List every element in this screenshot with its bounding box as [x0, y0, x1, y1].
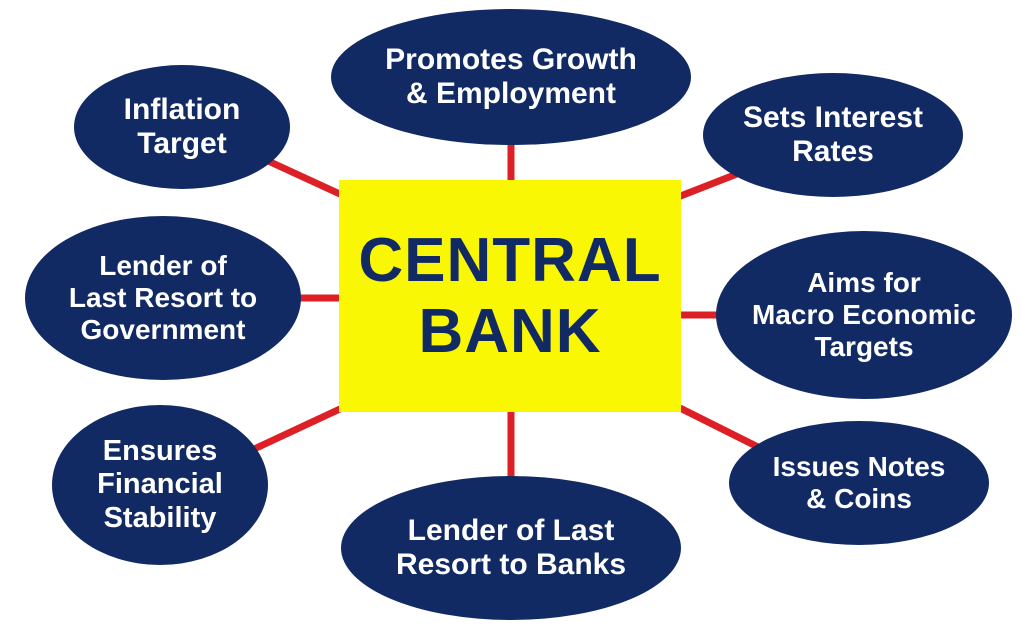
node-inflation-target-line1: Target: [137, 127, 226, 162]
connector-financial-stability: [252, 408, 342, 450]
node-lender-government-line2: Government: [81, 314, 246, 346]
node-financial-stability-line1: Financial: [97, 468, 223, 501]
node-issues-notes: Issues Notes& Coins: [729, 421, 989, 545]
node-lender-banks: Lender of LastResort to Banks: [341, 476, 681, 620]
node-financial-stability-line2: Stability: [104, 502, 217, 535]
node-promotes-growth: Promotes Growth& Employment: [331, 9, 691, 145]
connector-inflation-target: [266, 160, 342, 195]
center-line2: BANK: [418, 296, 601, 367]
node-lender-banks-line1: Resort to Banks: [396, 548, 626, 583]
node-macro-targets-line0: Aims for: [807, 267, 921, 299]
node-sets-interest-line1: Rates: [792, 135, 874, 170]
node-sets-interest-line0: Sets Interest: [743, 101, 923, 136]
node-lender-government: Lender ofLast Resort toGovernment: [25, 216, 301, 380]
node-macro-targets-line2: Targets: [814, 331, 913, 363]
node-issues-notes-line0: Issues Notes: [773, 451, 946, 483]
node-lender-government-line0: Lender of: [99, 250, 227, 282]
node-financial-stability: EnsuresFinancialStability: [52, 405, 268, 565]
node-promotes-growth-line1: & Employment: [406, 77, 616, 112]
connector-issues-notes: [680, 408, 760, 448]
node-lender-government-line1: Last Resort to: [69, 282, 257, 314]
node-financial-stability-line0: Ensures: [103, 435, 217, 468]
center-box: CENTRAL BANK: [339, 180, 681, 412]
node-sets-interest: Sets InterestRates: [703, 73, 963, 197]
node-inflation-target-line0: Inflation: [124, 93, 241, 128]
node-macro-targets: Aims forMacro EconomicTargets: [716, 231, 1012, 399]
center-line1: CENTRAL: [358, 225, 661, 296]
node-inflation-target: InflationTarget: [74, 65, 290, 189]
node-lender-banks-line0: Lender of Last: [408, 514, 615, 549]
node-macro-targets-line1: Macro Economic: [752, 299, 976, 331]
node-issues-notes-line1: & Coins: [806, 483, 912, 515]
node-promotes-growth-line0: Promotes Growth: [385, 43, 637, 78]
connector-sets-interest: [678, 172, 742, 197]
